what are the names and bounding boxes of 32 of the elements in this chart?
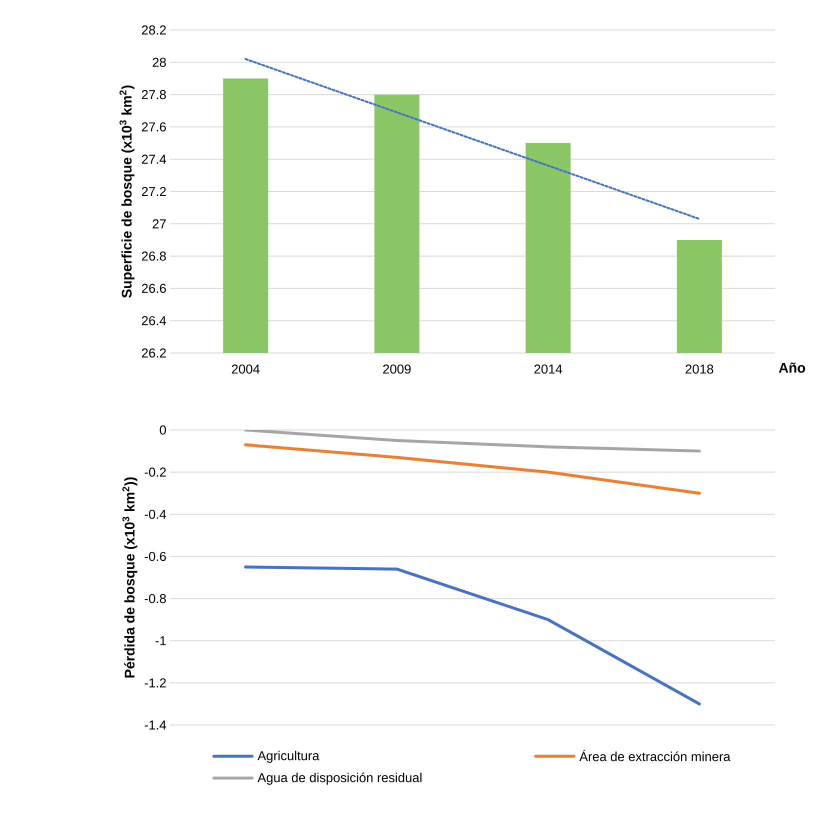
y-tick-label: 27.8 xyxy=(142,90,166,100)
y-tick-label: -0.6 xyxy=(144,552,166,562)
y-tick-label: 27.2 xyxy=(142,186,166,196)
x-tick-label: 2014 xyxy=(534,364,562,374)
y-axis-title: Pérdida de bosque (x10$^{3}$ km$^{2}$)) xyxy=(122,477,138,678)
y-tick-label: -0.8 xyxy=(144,594,166,604)
y-tick-label: 27.6 xyxy=(142,122,166,132)
y-tick-label: 27.4 xyxy=(142,154,166,164)
y-tick-label: 27 xyxy=(152,219,166,228)
y-tick-label: 26.2 xyxy=(142,348,166,358)
y-tick-label: -0.4 xyxy=(144,510,166,519)
y-tick-label: 26.6 xyxy=(142,284,166,293)
legend-label: Área de extracción minera xyxy=(579,750,730,762)
y-tick-label: -1 xyxy=(156,636,166,646)
x-tick-label: 2009 xyxy=(383,364,411,374)
y-tick-label: -1.2 xyxy=(144,678,166,688)
line-series xyxy=(244,443,701,495)
y-tick-label: 26.4 xyxy=(142,316,166,326)
legend-label: Agua de disposición residual xyxy=(258,772,422,785)
y-axis-title: Superficie de bosque (x10$^{3}$ km$^{2}$) xyxy=(120,85,134,298)
y-tick-label: 28.2 xyxy=(142,25,166,35)
legend-label: Agricultura xyxy=(258,750,320,763)
y-tick-label: 26.8 xyxy=(142,252,166,261)
y-tick-label: 28 xyxy=(152,58,166,67)
x-tick-label: 2004 xyxy=(232,364,260,374)
line-series xyxy=(244,430,701,453)
y-tick-label: -1.4 xyxy=(144,720,166,730)
x-tick-label: 2018 xyxy=(686,364,714,374)
y-tick-label: 0 xyxy=(160,425,166,435)
y-tick-label: -0.2 xyxy=(144,468,166,477)
line-series xyxy=(244,565,701,706)
x-axis-title: Año xyxy=(778,362,806,373)
